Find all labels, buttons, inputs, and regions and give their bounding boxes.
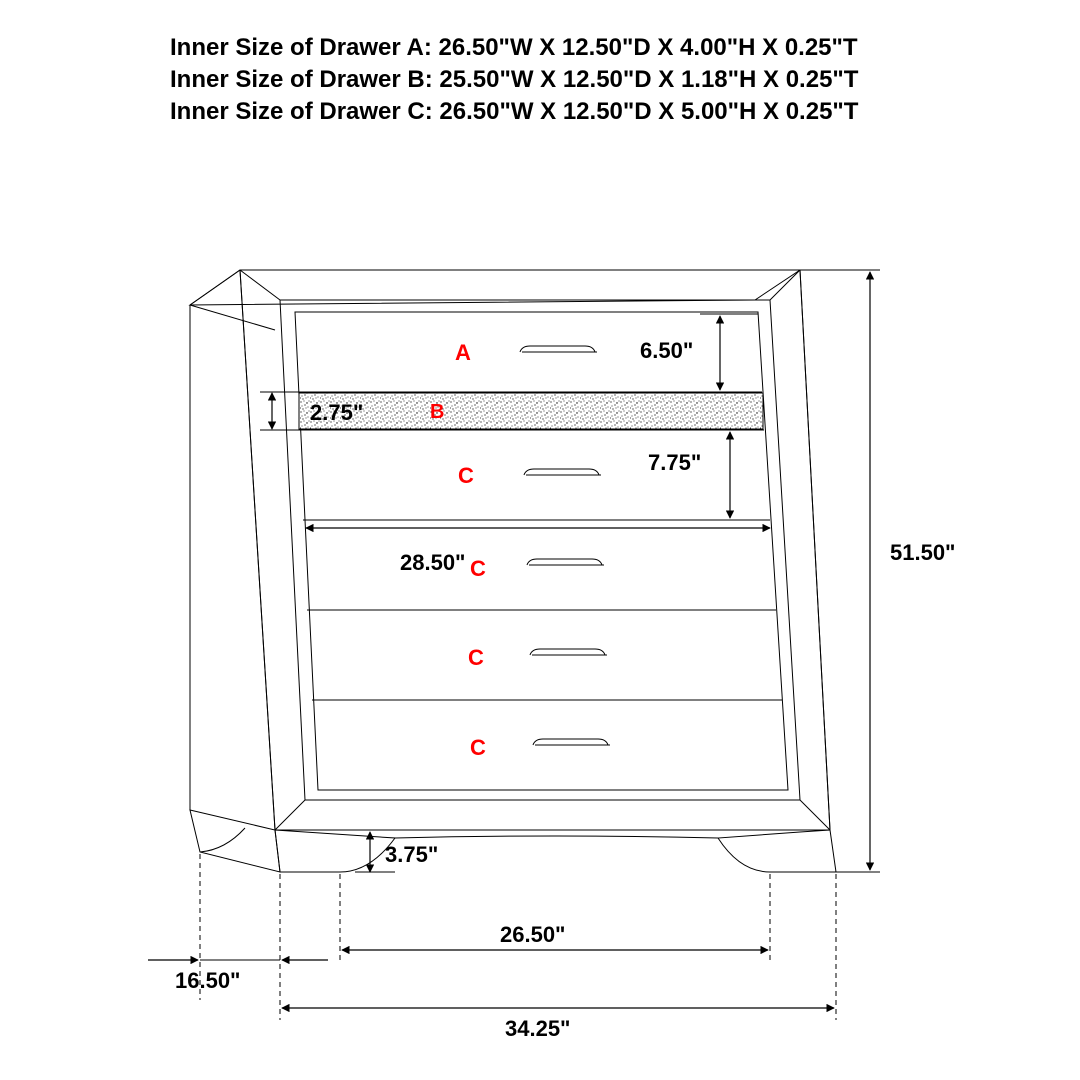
dim-drawer-c: 7.75" [648, 450, 701, 475]
dim-total-width: 34.25" [505, 1016, 570, 1041]
label-c3: C [468, 645, 484, 670]
dim-depth: 16.50" [175, 968, 240, 993]
label-c4: C [470, 735, 486, 760]
spec-line-1: Inner Size of Drawer A: 26.50"W X 12.50"… [170, 34, 858, 61]
dim-front-width: 26.50" [500, 922, 565, 947]
spec-line-3: Inner Size of Drawer C: 26.50"W X 12.50"… [170, 98, 859, 125]
label-b: B [430, 401, 444, 423]
label-c2: C [470, 556, 486, 581]
dim-total-height: 51.50" [890, 540, 955, 565]
spec-line-2: Inner Size of Drawer B: 25.50"W X 12.50"… [170, 66, 859, 93]
label-a: A [455, 340, 471, 365]
label-c1: C [458, 463, 474, 488]
dim-drawer-a: 6.50" [640, 338, 693, 363]
dim-drawer-b: 2.75" [310, 400, 363, 425]
dim-foot: 3.75" [385, 842, 438, 867]
drawer-handle [520, 346, 597, 352]
dresser-diagram: Inner Size of Drawer A: 26.50"W X 12.50"… [0, 0, 1080, 1080]
dim-inner-width: 28.50" [400, 550, 465, 575]
